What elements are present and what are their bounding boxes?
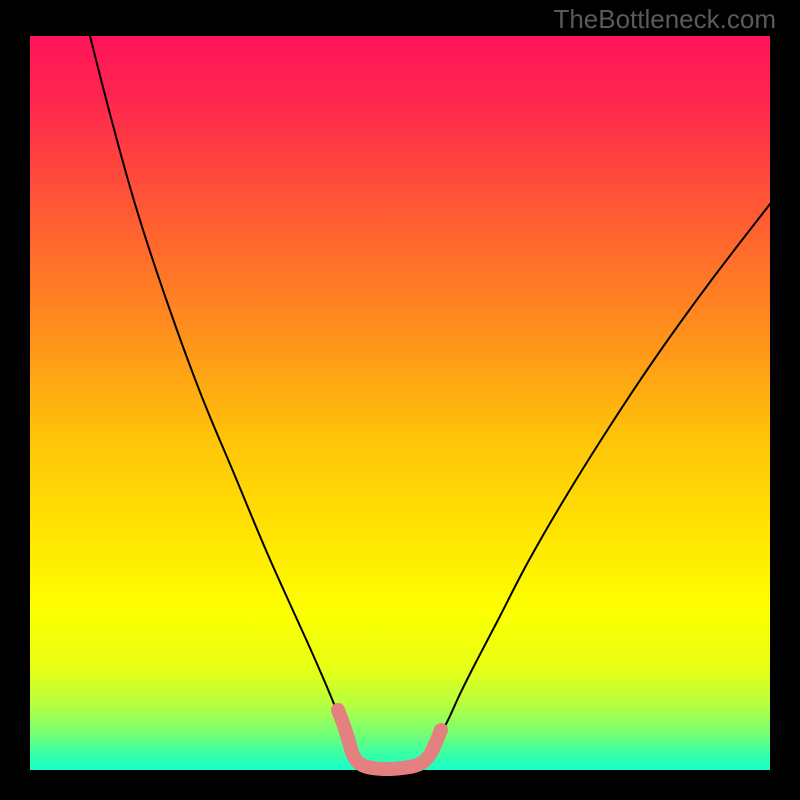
chart-container: TheBottleneck.com: [0, 0, 800, 800]
watermark-text: TheBottleneck.com: [553, 4, 776, 35]
gradient-background: [30, 36, 770, 770]
bottleneck-curve-chart: [0, 0, 800, 800]
